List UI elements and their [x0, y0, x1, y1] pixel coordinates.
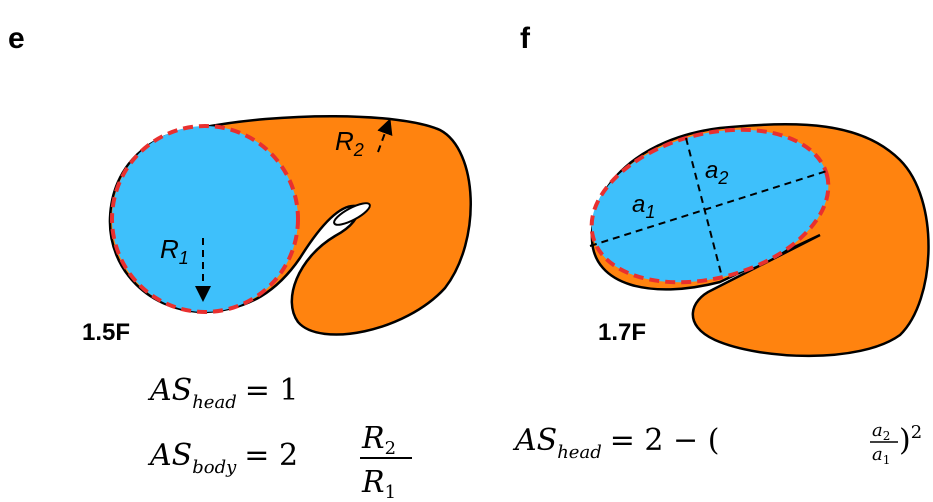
size-label: 1.7F — [598, 319, 646, 346]
fraction-numerator: a2 — [872, 420, 890, 443]
cell-head — [112, 126, 298, 312]
fraction-denominator: a1 — [872, 444, 890, 467]
equation: ASbody= 2 — [147, 438, 298, 478]
fraction-denominator: R1 — [361, 465, 396, 502]
equation: AShead= 2 − ( — [512, 423, 719, 463]
panel-letter: f — [520, 22, 531, 55]
panel-e: e R2 R1 1.5F AShead= 1 ASbody= 2 R2 R1 — [8, 22, 471, 502]
panel-f: f a2 a1 1.7F AShead= 2 − ( a2 a1 )2 — [512, 22, 929, 467]
panel-letter: e — [8, 22, 25, 55]
size-label: 1.5F — [82, 319, 130, 346]
fraction-numerator: R2 — [361, 421, 396, 459]
equation: )2 — [899, 422, 922, 458]
figure: e R2 R1 1.5F AShead= 1 ASbody= 2 R2 R1 f… — [0, 0, 933, 502]
equation: AShead= 1 — [147, 373, 298, 413]
